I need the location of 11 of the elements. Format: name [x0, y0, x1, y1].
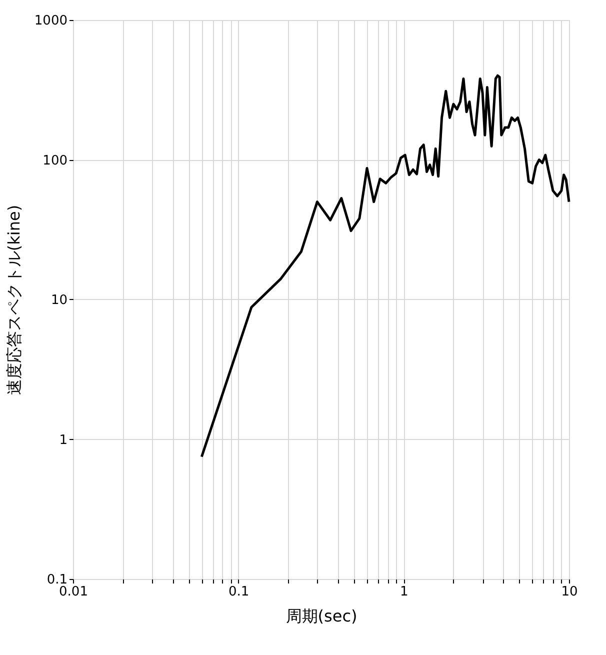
y-tick-label: 10 [50, 293, 68, 308]
y-tick-label: 1 [59, 432, 68, 448]
y-tick-label: 0.1 [46, 572, 68, 588]
y-tick-label: 100 [42, 153, 68, 168]
x-tick-label: 10 [561, 584, 578, 600]
x-tick-label: 1 [400, 584, 408, 600]
y-axis-title: 速度応答スペクトル(kine) [4, 204, 24, 396]
x-tick-label: 0.1 [228, 584, 250, 600]
x-tick-label: 0.01 [59, 584, 88, 600]
x-axis-title: 周期(sec) [286, 606, 358, 626]
y-tick-label: 1000 [34, 14, 68, 28]
